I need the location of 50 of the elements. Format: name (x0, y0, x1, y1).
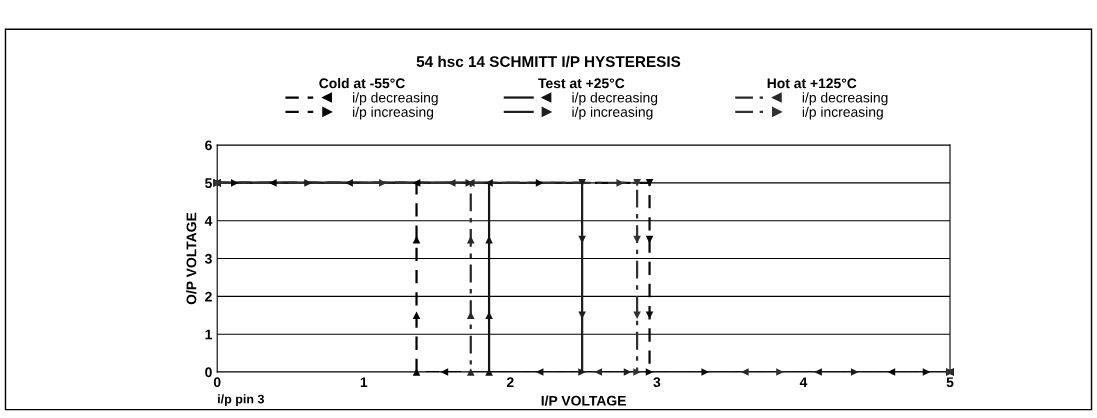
point (633, 179, 641, 187)
point (345, 179, 353, 187)
point (304, 179, 312, 187)
y-tick-label: 6 (205, 140, 212, 151)
legend-label: i/p increasing (802, 106, 883, 120)
point (535, 179, 544, 187)
x-tick-label: 4 (799, 377, 808, 387)
point (633, 368, 641, 376)
point (485, 179, 493, 187)
point (594, 368, 603, 376)
point (230, 179, 239, 187)
point (466, 368, 475, 376)
y-tick-label: 1 (205, 329, 212, 340)
point (701, 368, 710, 376)
x-tick-label: 3 (653, 377, 661, 388)
point (814, 368, 822, 376)
y-tick-label: 0 (205, 367, 212, 378)
point (578, 368, 586, 376)
legend-label: i/p increasing (353, 106, 434, 120)
point (412, 311, 421, 320)
legend-label: i/p decreasing (353, 92, 438, 106)
text: Cold at -55°C (319, 78, 405, 89)
point (741, 368, 749, 376)
text: Hot at +125°C (767, 78, 857, 89)
point (645, 179, 654, 187)
y-axis-title: O/P VOLTAGE (186, 212, 197, 305)
x-axis-title: I/P VOLTAGE (541, 395, 626, 406)
point (633, 311, 641, 320)
x-tick-label: 0 (213, 377, 221, 388)
text: Test at +25°C (538, 78, 625, 89)
point (269, 179, 277, 187)
x-tick-label: 5 (946, 377, 954, 388)
point (466, 311, 475, 320)
y-tick-label: 4 (204, 216, 213, 226)
point (412, 179, 421, 187)
point (645, 235, 654, 244)
legend-label: i/p decreasing (802, 92, 888, 106)
legend-label: i/p increasing (572, 106, 653, 120)
y-tick-label: 2 (205, 291, 212, 302)
y-tick-label: 3 (204, 253, 212, 264)
point (412, 368, 421, 376)
point (850, 368, 859, 376)
legend-label: i/p decreasing (572, 92, 658, 106)
text: i/p pin 3 (218, 394, 264, 406)
y-tick-label: 5 (205, 178, 212, 189)
point (776, 368, 784, 376)
x-tick-label: 2 (506, 377, 514, 387)
x-tick-label: 1 (360, 377, 368, 387)
point (633, 235, 641, 244)
chart-title: 54 hsc 14 SCHMITT I/P HYSTERESIS (416, 55, 681, 68)
